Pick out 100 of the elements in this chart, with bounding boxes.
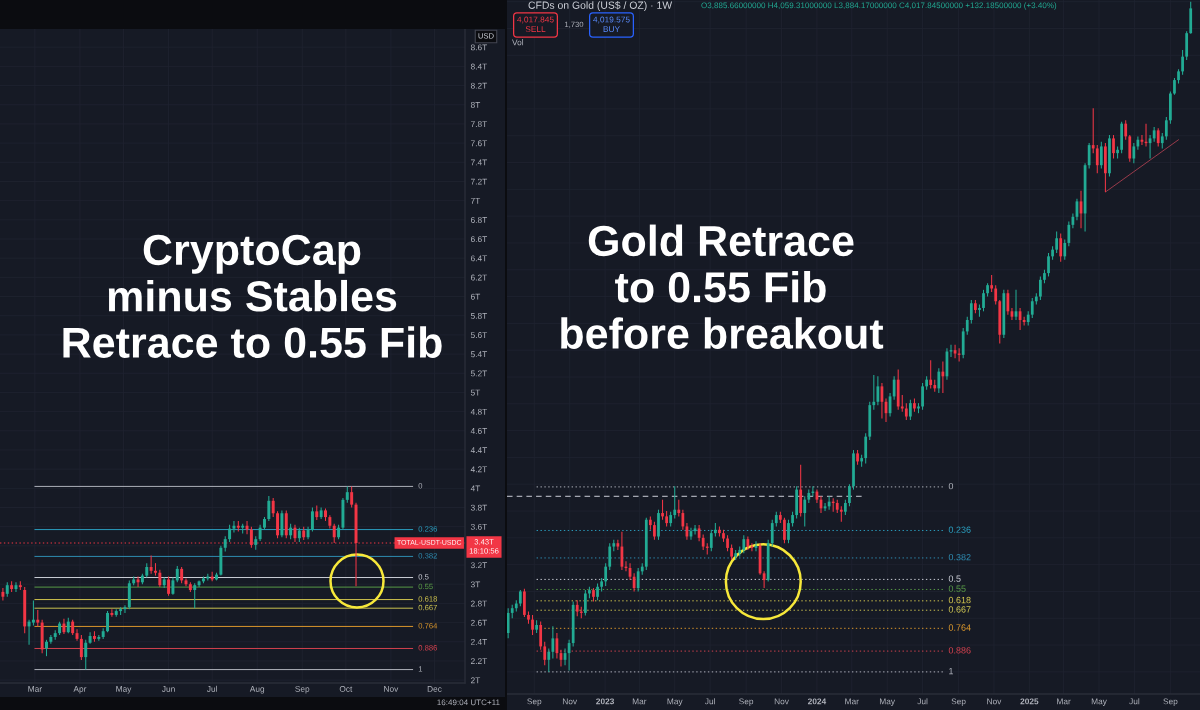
- candlestick: [876, 375, 880, 406]
- y-tick-label: 8.4T: [470, 63, 488, 70]
- series-label: 0.764: [948, 624, 971, 631]
- x-tick-label: Sep: [1163, 698, 1178, 706]
- y-tick-label: 7.4T: [470, 159, 488, 166]
- candlestick: [965, 316, 969, 336]
- x-tick-label: Mar: [1057, 698, 1071, 705]
- candlestick: [937, 367, 941, 394]
- candlestick: [616, 539, 620, 551]
- candlestick: [276, 510, 280, 539]
- candlestick: [661, 499, 664, 521]
- candlestick: [961, 327, 965, 359]
- x-tick-label: Jul: [917, 698, 928, 705]
- y-tick-label: 7T: [470, 197, 481, 204]
- annotation: 4,017.845 SELL: [517, 16, 554, 33]
- y-tick-label: 4.8T: [470, 408, 488, 415]
- candlestick: [827, 495, 831, 511]
- candlestick: [249, 526, 253, 549]
- candlestick: [1152, 126, 1156, 143]
- y-tick-label: 6.4T: [470, 255, 488, 262]
- candlestick: [543, 641, 547, 666]
- x-tick-label: Sep: [739, 698, 754, 706]
- candlestick: [547, 647, 551, 673]
- y-tick-label: 5T: [470, 389, 481, 396]
- candlestick: [783, 517, 786, 544]
- x-tick-label: Oct: [339, 686, 353, 692]
- y-tick-label: 2.6T: [470, 619, 488, 626]
- candlestick: [799, 464, 803, 517]
- candlestick: [1055, 231, 1059, 254]
- candlestick: [848, 483, 851, 507]
- candlestick: [909, 399, 912, 421]
- candlestick: [523, 588, 526, 618]
- y-tick-label: 8T: [470, 101, 481, 108]
- candlestick: [892, 375, 896, 401]
- series-label: 0.55: [948, 585, 966, 592]
- candlestick: [1087, 142, 1091, 170]
- candlestick: [604, 562, 608, 587]
- candlestick: [1124, 119, 1128, 141]
- candlestick: [1091, 107, 1095, 154]
- y-tick-label: 7.6T: [470, 140, 488, 147]
- candlestick: [245, 520, 249, 535]
- candlestick: [1164, 116, 1168, 141]
- annotation: O3,885.66000000 H4,059.31000000 L3,884.17000000 C4,017.84500000 +132.18500000 (+3.40%): [701, 2, 1057, 10]
- candlestick: [149, 554, 153, 575]
- candlestick: [232, 520, 236, 533]
- candlestick: [350, 485, 354, 509]
- candlestick: [1063, 239, 1067, 261]
- x-tick-label: Jul: [206, 685, 217, 692]
- y-tick-label: 6T: [470, 293, 481, 300]
- candlestick: [531, 614, 534, 636]
- candlestick: [79, 634, 83, 661]
- candlestick: [1156, 127, 1160, 147]
- candlestick: [636, 567, 640, 592]
- candlestick: [110, 608, 114, 618]
- x-tick-label: Sep: [295, 686, 310, 694]
- y-tick-label: 6.2T: [470, 274, 488, 281]
- x-tick-label: May: [1091, 698, 1107, 706]
- candlestick: [969, 299, 973, 324]
- y-tick-label: 3T: [470, 581, 481, 588]
- candlestick: [608, 542, 612, 571]
- candlestick: [1181, 49, 1184, 76]
- x-tick-label: Mar: [845, 698, 859, 705]
- candlestick: [310, 506, 314, 533]
- chart-title: CFDs on Gold (US$ / OZ) · 1W: [528, 1, 673, 11]
- candlestick: [583, 589, 587, 617]
- annotation: 4,019.575 BUY: [593, 16, 630, 33]
- y-tick-label: 2.8T: [470, 600, 488, 607]
- candlestick: [657, 509, 660, 541]
- annotation: Gold Retrace to 0.55 Fib before breakout: [561, 224, 884, 349]
- candlestick: [280, 509, 284, 538]
- x-tick-label: Mar: [632, 698, 647, 705]
- x-tick-label: May: [879, 698, 896, 706]
- series-label: 0.618: [948, 596, 971, 604]
- series-label: 0.382: [948, 553, 971, 561]
- candlestick: [1132, 142, 1136, 164]
- series-label: 0.886: [948, 647, 971, 654]
- text: 16:49:04 UTC+11: [437, 699, 500, 706]
- x-tick-label: Sep: [951, 698, 966, 706]
- candlestick: [31, 600, 35, 626]
- y-tick-label: 4.6T: [470, 428, 488, 434]
- candlestick: [1022, 316, 1026, 326]
- y-tick-label: 3.8T: [470, 504, 488, 511]
- x-tick-label: 2023: [596, 698, 615, 705]
- x-tick-label: 2024: [807, 698, 827, 705]
- candlestick: [271, 497, 275, 518]
- x-tick-label: Nov: [384, 686, 399, 692]
- x-tick-label: Nov: [987, 698, 1002, 705]
- x-tick-label: Mar: [28, 686, 42, 692]
- candlestick: [167, 576, 171, 597]
- candlestick: [1185, 30, 1189, 61]
- candlestick: [1112, 134, 1115, 160]
- y-tick-label: 5.8T: [470, 312, 488, 319]
- candlestick: [106, 610, 110, 633]
- candlestick: [921, 382, 924, 411]
- x-tick-label: Aug: [249, 686, 265, 694]
- candlestick: [949, 344, 953, 358]
- candlestick: [982, 289, 985, 312]
- candlestick: [770, 519, 774, 548]
- y-tick-label: 2.4T: [470, 638, 488, 645]
- y-tick-label: 8.2T: [470, 82, 488, 89]
